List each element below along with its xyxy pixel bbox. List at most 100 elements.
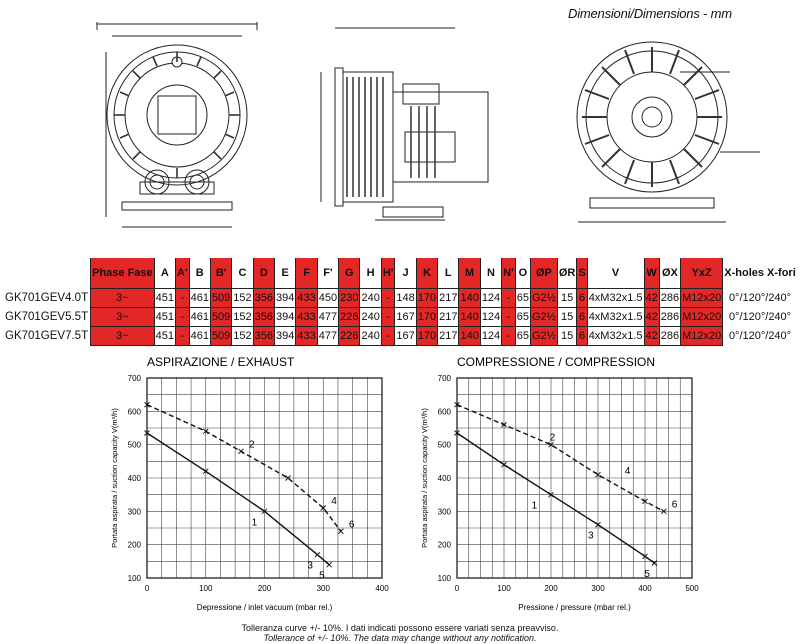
- table-cell: 0°/120°/240°: [728, 292, 792, 304]
- table-cell: 148: [394, 288, 417, 308]
- spec-table: Phase Fase A A' B B' C D E F F' G H H' J K L M N N' O ØP ØR S V…: [4, 258, 797, 346]
- table-cell: 240: [359, 288, 382, 308]
- data-point: [595, 471, 601, 478]
- spec-header-row: Phase Fase A A' B B' C D E F F' G H H' J K L M N N' O ØP ØR S V…: [4, 258, 797, 289]
- table-cell: 42: [643, 326, 660, 346]
- data-point: [326, 561, 332, 568]
- table-cell: 286: [658, 326, 682, 346]
- column-header: K: [415, 258, 439, 289]
- x-tick-label: 100: [497, 584, 511, 593]
- column-header: ØX: [658, 258, 682, 289]
- table-cell: 286: [658, 288, 682, 308]
- column-header: E: [274, 258, 297, 289]
- x-tick-label: 400: [375, 584, 389, 593]
- table-cell: 356: [252, 326, 276, 346]
- model-name: GK701GEV7.5T: [5, 330, 89, 342]
- dimensions-title-it: Dimensioni/: [568, 6, 634, 21]
- data-point: [320, 505, 327, 511]
- table-cell: 6: [576, 326, 588, 346]
- table-cell: 152: [231, 307, 254, 327]
- column-header: N': [501, 258, 516, 289]
- footer-tolerance-it: Tolleranza curve +/- 10%. I dati indicat…: [241, 623, 559, 633]
- table-cell: 167: [394, 307, 417, 327]
- y-tick-label: 700: [128, 374, 142, 383]
- y-tick-label: 600: [438, 407, 452, 416]
- table-cell: 65: [514, 326, 531, 346]
- y-tick-label: 500: [438, 441, 452, 450]
- column-header: M: [458, 258, 481, 289]
- dimensions-title: Dimensioni/Dimensions - mm: [568, 6, 732, 21]
- data-point: [285, 475, 291, 481]
- table-cell: 3~: [90, 326, 155, 346]
- data-point: [144, 430, 150, 436]
- column-header: O: [514, 258, 531, 289]
- column-header: W: [643, 258, 660, 289]
- curve-marker-label: 5: [319, 571, 325, 582]
- table-cell: -: [501, 288, 516, 308]
- table-cell: 0°/120°/240°: [728, 311, 792, 323]
- data-point: [595, 521, 601, 528]
- table-cell: 4xM32x1.5: [586, 288, 645, 308]
- data-point: [454, 430, 460, 436]
- table-cell: M12x20: [680, 288, 724, 308]
- table-row: GK701GEV5.5T 3~ 451-461 509 152 356 394 433 477 2…: [4, 307, 797, 327]
- series-line: [456, 404, 665, 512]
- column-header: A': [175, 258, 190, 289]
- column-header: H': [380, 258, 396, 289]
- table-cell: 433: [295, 326, 318, 346]
- y-tick-label: 100: [128, 574, 142, 583]
- header-blank: [4, 258, 91, 289]
- table-cell: 394: [274, 326, 297, 346]
- curve-marker-label: 5: [644, 569, 650, 580]
- spec-body: GK701GEV4.0T 3~ 451-461 509 152 356 394 433 450 2…: [4, 288, 797, 346]
- table-cell: 217: [437, 288, 460, 308]
- data-point: [261, 508, 268, 515]
- x-axis-label: Depressione / inlet vacuum (mbar rel.): [197, 603, 333, 612]
- table-cell: 394: [274, 288, 297, 308]
- table-cell: G2½: [529, 307, 558, 327]
- y-tick-label: 300: [128, 507, 142, 516]
- y-tick-label: 600: [128, 407, 142, 416]
- rear-view-drawing: [576, 41, 760, 223]
- data-point: [548, 441, 554, 448]
- x-tick-label: 0: [145, 584, 150, 593]
- front-view-drawing: [96, 22, 258, 228]
- x-tick-label: 300: [591, 584, 605, 593]
- table-row: GK701GEV7.5T 3~ 451-461 509 152 356 394 433 477 2…: [4, 326, 797, 346]
- table-cell: 433: [295, 288, 318, 308]
- column-header: ØP: [529, 258, 558, 289]
- table-row: GK701GEV4.0T 3~ 451-461 509 152 356 394 433 450 2…: [4, 288, 797, 308]
- x-tick-label: 500: [685, 584, 699, 593]
- column-header: Phase Fase: [90, 258, 155, 289]
- table-cell: 477: [316, 326, 340, 346]
- data-point: [651, 560, 658, 566]
- table-cell: 4xM32x1.5: [586, 326, 645, 346]
- table-cell: 477: [316, 307, 340, 327]
- curve-marker-label: 3: [307, 561, 313, 572]
- table-cell: G2½: [529, 288, 558, 308]
- table-cell: -: [380, 326, 396, 346]
- table-cell: -: [380, 307, 396, 327]
- table-cell: 433: [295, 307, 318, 327]
- table-cell: 451: [153, 307, 177, 327]
- table-cell: 450: [316, 288, 340, 308]
- column-header: F: [295, 258, 318, 289]
- compression-chart: 0 100 200 300 400 500100200300400500600700COM…: [420, 355, 699, 612]
- table-cell: 3~: [90, 288, 155, 308]
- table-cell: 509: [209, 326, 233, 346]
- x-tick-label: 200: [544, 584, 558, 593]
- column-header: G: [338, 258, 361, 289]
- y-axis-label: Portata aspirata / suction capacity V(m³…: [420, 408, 429, 548]
- curve-marker-label: 1: [252, 517, 258, 528]
- data-point: [314, 551, 321, 558]
- table-cell: -: [380, 288, 396, 308]
- table-cell: 6: [576, 307, 588, 327]
- table-cell: 394: [274, 307, 297, 327]
- table-cell: 65: [514, 288, 531, 308]
- column-header: S: [576, 258, 588, 289]
- table-cell: 140: [458, 307, 481, 327]
- column-header: B': [209, 258, 233, 289]
- table-cell: -: [175, 288, 190, 308]
- series-line: [146, 404, 342, 532]
- y-tick-label: 100: [438, 574, 452, 583]
